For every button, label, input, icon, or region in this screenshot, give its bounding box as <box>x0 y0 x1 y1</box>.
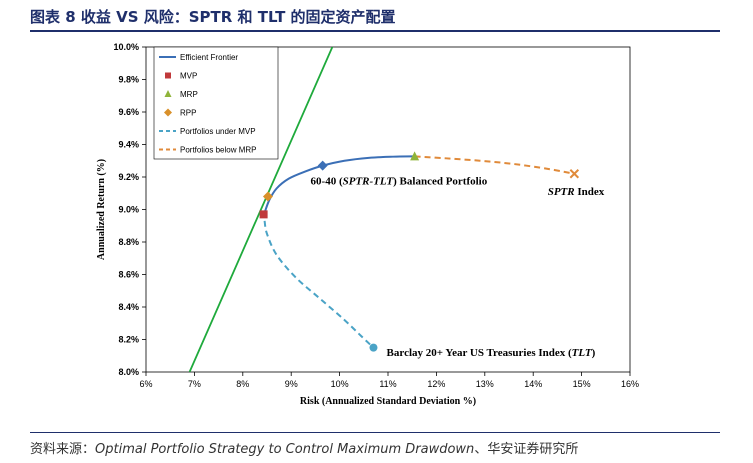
y-tick-label: 9.0% <box>118 205 139 215</box>
annotation-sptr-index-italic: SPTR <box>548 186 575 198</box>
x-axis-label: Risk (Annualized Standard Deviation %) <box>300 396 476 407</box>
y-tick-label: 9.2% <box>118 172 139 182</box>
y-tick-label: 8.6% <box>118 270 139 280</box>
y-tick-label: 8.4% <box>118 302 139 312</box>
legend-label-mrp: MRP <box>180 90 198 99</box>
x-tick-label: 15% <box>573 379 591 389</box>
x-tick-label: 7% <box>188 379 201 389</box>
x-tick-label: 14% <box>524 379 542 389</box>
legend-swatch-mvp <box>165 72 171 79</box>
x-tick-label: 13% <box>476 379 494 389</box>
y-tick-label: 8.8% <box>118 237 139 247</box>
y-tick-label: 10.0% <box>113 42 139 52</box>
x-tick-label: 12% <box>427 379 445 389</box>
y-tick-label: 8.0% <box>118 367 139 377</box>
x-tick-label: 9% <box>285 379 298 389</box>
x-tick-label: 6% <box>139 379 152 389</box>
source-note: 资料来源：Optimal Portfolio Strategy to Contr… <box>30 438 578 457</box>
y-tick-label: 9.6% <box>118 107 139 117</box>
annotation-sptr-index: SPTR Index <box>548 186 605 198</box>
annotation-balanced-portfolio-prefix: 60-40 ( <box>311 175 343 187</box>
x-tick-label: 10% <box>331 379 349 389</box>
figure-title: 图表 8 收益 VS 风险：SPTR 和 TLT 的固定资产配置 <box>30 8 396 26</box>
series-line-below_mrp <box>414 155 575 175</box>
x-tick-label: 11% <box>379 379 396 389</box>
annotation-barclay-index-suffix: ) <box>592 347 596 359</box>
annotation-balanced-portfolio-suffix: ) Balanced Portfolio <box>393 175 488 187</box>
title-rule <box>30 30 720 32</box>
legend-label-mvp: MVP <box>180 72 197 81</box>
point-mrp <box>410 151 420 161</box>
annotation-barclay-index-italic: TLT <box>572 347 593 359</box>
y-tick-label: 9.8% <box>118 75 139 85</box>
y-tick-label: 8.2% <box>118 335 139 345</box>
series-layer <box>188 47 575 372</box>
legend-label-under_mvp: Portfolios under MVP <box>180 127 256 136</box>
series-line-tangent <box>188 47 334 372</box>
point-60-40-balanced-portfolio <box>317 160 328 171</box>
annotation-sptr-index-suffix: Index <box>575 186 605 198</box>
source-prefix: 资料来源： <box>30 442 96 457</box>
annotation-barclay-index-prefix: Barclay 20+ Year US Treasuries Index ( <box>387 347 572 359</box>
series-line-under_mvp <box>263 220 375 349</box>
y-axis-label: Annualized Return (%) <box>96 159 107 260</box>
source-rule <box>30 432 720 433</box>
source-title: Optimal Portfolio Strategy to Control Ma… <box>95 442 475 457</box>
legend-swatch-rpp <box>164 108 172 117</box>
annotation-balanced-portfolio: 60-40 (SPTR-TLT) Balanced Portfolio <box>311 175 488 187</box>
annotations-layer: 60-40 (SPTR-TLT) Balanced Portfolio SPTR … <box>311 175 605 358</box>
point-mvp <box>259 210 268 219</box>
axes: 6% 7% 8% 9% 10% 11% 12% 13% 14% 15% 16% 8.0% 8.2% 8.4… <box>96 42 639 407</box>
x-tick-label: 16% <box>621 379 639 389</box>
points-layer <box>259 151 580 352</box>
annotation-barclay-index: Barclay 20+ Year US Treasuries Index (TL… <box>387 347 596 359</box>
legend: Efficient Frontier MVP MRP RPP Portfolios un… <box>153 46 279 160</box>
point-barclay-20-year-us-treasuries-index <box>369 343 378 352</box>
x-tick-label: 8% <box>236 379 249 389</box>
legend-box <box>153 46 279 160</box>
source-suffix: 、华安证券研究所 <box>474 442 579 457</box>
legend-label-below_mrp: Portfolios below MRP <box>180 146 256 155</box>
legend-label-rpp: RPP <box>180 109 196 118</box>
annotation-balanced-portfolio-italic: SPTR-TLT <box>343 175 395 187</box>
point-sptr-index <box>569 169 580 179</box>
legend-label-frontier: Efficient Frontier <box>180 53 238 62</box>
point-rpp <box>262 191 273 202</box>
legend-swatch-mrp <box>164 90 172 97</box>
series-line-frontier <box>263 155 415 214</box>
y-tick-label: 9.4% <box>118 140 139 150</box>
